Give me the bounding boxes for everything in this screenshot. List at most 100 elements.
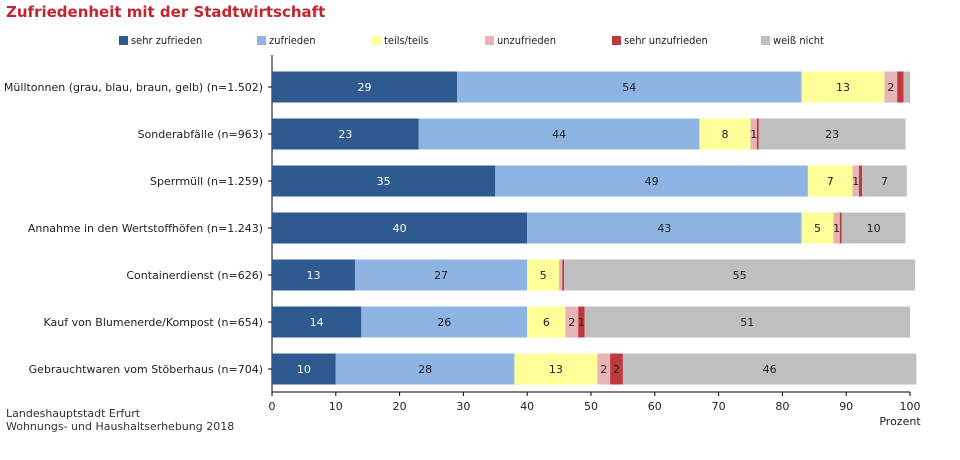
data-label: 6 bbox=[543, 316, 550, 329]
bar-segment bbox=[527, 212, 802, 244]
chart-title: Zufriedenheit mit der Stadtwirtschaft bbox=[6, 3, 326, 21]
bar-segment bbox=[839, 212, 842, 244]
bar-segment bbox=[884, 71, 898, 103]
data-label: 44 bbox=[552, 128, 566, 141]
source-line-1: Landeshauptstadt Erfurt bbox=[6, 407, 141, 420]
data-label: 1 bbox=[852, 175, 859, 188]
data-label: 2 bbox=[600, 363, 607, 376]
bar-segment bbox=[272, 165, 496, 197]
bar-segment bbox=[801, 71, 885, 103]
bar-segment bbox=[699, 118, 751, 150]
legend-swatch bbox=[119, 36, 128, 45]
bar-segment bbox=[335, 353, 515, 385]
data-label: 35 bbox=[377, 175, 391, 188]
x-tick-label: 60 bbox=[648, 400, 662, 413]
data-label: 10 bbox=[297, 363, 311, 376]
x-tick-label: 50 bbox=[584, 400, 598, 413]
x-tick-label: 40 bbox=[520, 400, 534, 413]
data-label: 1 bbox=[578, 316, 585, 329]
data-label: 23 bbox=[825, 128, 839, 141]
data-label: 1 bbox=[750, 128, 757, 141]
data-label: 43 bbox=[657, 222, 671, 235]
legend-item-weiss-nicht: weiß nicht bbox=[761, 34, 824, 47]
x-tick-label: 90 bbox=[839, 400, 853, 413]
bar-segment bbox=[457, 71, 802, 103]
bar-segment bbox=[272, 212, 528, 244]
legend-label: teils/teils bbox=[384, 34, 429, 47]
bar-segment bbox=[750, 118, 757, 150]
legend-swatch bbox=[761, 36, 770, 45]
bar-segment bbox=[758, 118, 906, 150]
category-label: Gebrauchtwaren vom Stöberhaus (n=704) bbox=[29, 363, 263, 376]
legend-swatch bbox=[372, 36, 381, 45]
category-label: Containerdienst (n=626) bbox=[126, 269, 263, 282]
bar-segment bbox=[514, 353, 598, 385]
bar-segment bbox=[756, 118, 759, 150]
bar-segment bbox=[272, 353, 336, 385]
bar-segment bbox=[584, 306, 910, 338]
bar-segment bbox=[610, 353, 623, 385]
data-label: 7 bbox=[881, 175, 888, 188]
legend-label: unzufrieden bbox=[497, 34, 557, 47]
data-label: 14 bbox=[310, 316, 324, 329]
bar-segment bbox=[833, 212, 840, 244]
legend-label: sehr zufrieden bbox=[131, 34, 203, 47]
data-label: 13 bbox=[306, 269, 320, 282]
bar-segment bbox=[903, 71, 910, 103]
legend: sehr zufrieden zufrieden teils/teils unz… bbox=[0, 34, 960, 50]
bar-segment bbox=[897, 71, 904, 103]
data-label: 7 bbox=[827, 175, 834, 188]
legend-item-sehr-unzufrieden: sehr unzufrieden bbox=[612, 34, 708, 47]
legend-item-sehr-zufrieden: sehr zufrieden bbox=[119, 34, 202, 47]
x-tick-label: 100 bbox=[900, 400, 921, 413]
bar-segment bbox=[564, 259, 916, 291]
data-label: 26 bbox=[437, 316, 451, 329]
category-label: Sperrmüll (n=1.259) bbox=[150, 175, 263, 188]
data-label: 8 bbox=[721, 128, 728, 141]
data-label: 5 bbox=[540, 269, 547, 282]
bar-segment bbox=[597, 353, 611, 385]
bar-segment bbox=[622, 353, 917, 385]
x-tick-label: 80 bbox=[775, 400, 789, 413]
bar-segment bbox=[807, 165, 853, 197]
bar-segment bbox=[361, 306, 528, 338]
bar-segment bbox=[354, 259, 528, 291]
bar-segment bbox=[858, 165, 863, 197]
data-label: 27 bbox=[434, 269, 448, 282]
data-label: 54 bbox=[622, 81, 636, 94]
data-label: 1 bbox=[833, 222, 840, 235]
category-label: Sonderabfälle (n=963) bbox=[138, 128, 263, 141]
bar-segment bbox=[801, 212, 834, 244]
data-label: 23 bbox=[338, 128, 352, 141]
legend-item-zufrieden: zufrieden bbox=[257, 34, 316, 47]
data-label: 49 bbox=[645, 175, 659, 188]
bar-segment bbox=[527, 259, 560, 291]
x-tick-label: 30 bbox=[456, 400, 470, 413]
category-label: Annahme in den Wertstoffhöfen (n=1.243) bbox=[28, 222, 263, 235]
bar-segment bbox=[565, 306, 579, 338]
data-label: 5 bbox=[814, 222, 821, 235]
data-label: 46 bbox=[763, 363, 777, 376]
x-tick-label: 0 bbox=[269, 400, 276, 413]
bar-segment bbox=[578, 306, 585, 338]
source-line-2: Wohnungs- und Haushaltserhebung 2018 bbox=[6, 420, 235, 433]
x-tick-label: 10 bbox=[329, 400, 343, 413]
bar-segment bbox=[841, 212, 906, 244]
bar-segment bbox=[272, 71, 458, 103]
bar-segment bbox=[527, 306, 566, 338]
source-note: Landeshauptstadt Erfurt Wohnungs- und Ha… bbox=[6, 407, 234, 433]
category-label: Kauf von Blumenerde/Kompost (n=654) bbox=[43, 316, 263, 329]
legend-swatch bbox=[257, 36, 266, 45]
legend-swatch bbox=[612, 36, 621, 45]
data-label: 28 bbox=[418, 363, 432, 376]
data-label: 2 bbox=[613, 363, 620, 376]
bar-segment bbox=[559, 259, 563, 291]
data-label: 51 bbox=[740, 316, 754, 329]
x-axis-label: Prozent bbox=[879, 415, 921, 428]
data-label: 13 bbox=[836, 81, 850, 94]
legend-label: zufrieden bbox=[269, 34, 316, 47]
data-label: 40 bbox=[393, 222, 407, 235]
data-label: 55 bbox=[733, 269, 747, 282]
bar-segment bbox=[272, 118, 419, 150]
